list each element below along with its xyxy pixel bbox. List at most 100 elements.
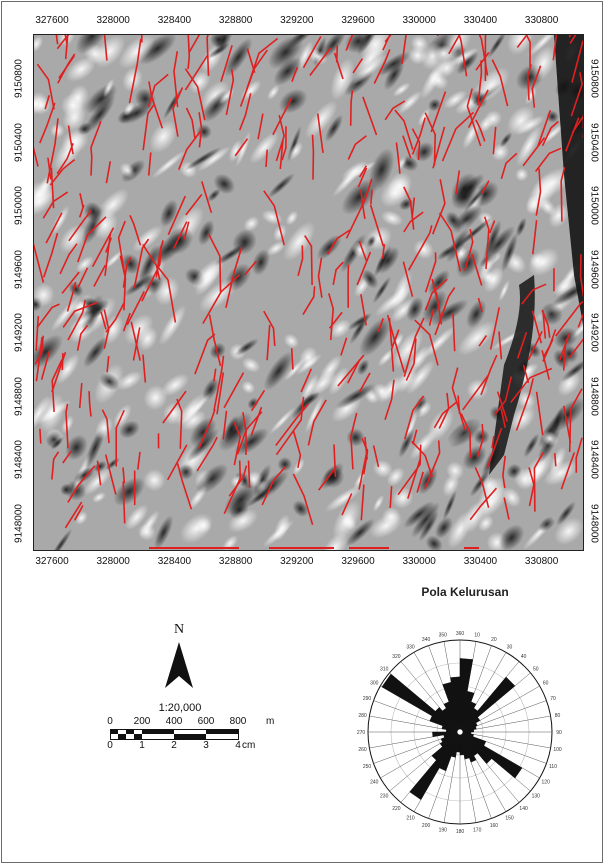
lineament xyxy=(185,193,203,216)
lineament xyxy=(457,395,461,414)
y-tick-left: 9150800 xyxy=(13,59,25,98)
rose-angle-label: 230 xyxy=(380,794,389,800)
lineament xyxy=(535,391,544,436)
relief-blob xyxy=(93,35,126,68)
lineament xyxy=(172,87,184,137)
lineament xyxy=(64,501,83,529)
lineament xyxy=(568,338,583,359)
lineament xyxy=(433,400,458,429)
relief-blob xyxy=(34,91,47,116)
relief-blob xyxy=(34,395,51,432)
y-tick-left: 9148800 xyxy=(13,376,25,416)
rose-angle-label: 350 xyxy=(439,633,448,639)
relief-blob xyxy=(422,290,448,324)
scale-cm-label: 3 xyxy=(203,740,209,751)
lineament xyxy=(407,225,433,271)
lineament xyxy=(239,49,268,107)
lineament xyxy=(389,486,393,508)
relief-blob xyxy=(267,173,295,199)
relief-blob xyxy=(158,304,187,346)
lineament xyxy=(61,271,80,294)
lineament xyxy=(56,35,70,50)
relief-blob xyxy=(49,528,73,550)
relief-blob xyxy=(372,276,391,304)
lineament xyxy=(357,167,368,188)
lineament xyxy=(233,421,242,466)
rose-angle-label: 110 xyxy=(549,764,557,770)
relief-blob xyxy=(553,327,578,349)
lineament xyxy=(275,115,285,162)
lineament xyxy=(51,359,63,412)
lineament xyxy=(377,318,384,332)
rose-angle-label: 240 xyxy=(370,780,379,786)
lineament xyxy=(414,319,439,366)
relief-blob xyxy=(366,235,376,248)
lineament xyxy=(225,246,243,308)
lineament xyxy=(198,112,203,148)
lineament xyxy=(516,332,528,359)
lineament xyxy=(201,181,213,214)
relief-blob xyxy=(273,56,302,86)
lineament xyxy=(220,45,233,82)
lineament xyxy=(64,35,69,60)
y-tick-right: 9149200 xyxy=(588,313,600,352)
lineament xyxy=(250,406,263,436)
relief-blob xyxy=(499,132,513,148)
relief-blob xyxy=(283,221,316,262)
relief-blob xyxy=(428,71,449,90)
lineament xyxy=(115,409,125,467)
rose-angle-label: 320 xyxy=(392,654,401,660)
lineament xyxy=(571,115,583,134)
lineament xyxy=(333,444,337,477)
scale-ratio: 1:20,000 xyxy=(158,702,202,714)
lineament xyxy=(187,35,191,70)
x-tick-bottom: 328800 xyxy=(218,556,253,567)
lineament xyxy=(105,302,125,333)
relief-blob xyxy=(347,313,372,330)
lineament xyxy=(360,484,365,521)
rose-angle-label: 220 xyxy=(392,806,401,812)
y-tick-left: 9149200 xyxy=(13,313,25,352)
relief-blob xyxy=(516,125,542,167)
lineament xyxy=(223,372,245,409)
lineament xyxy=(39,428,42,444)
lineament xyxy=(412,429,418,445)
relief-blob xyxy=(62,103,87,132)
relief-blob xyxy=(277,456,293,472)
scale-m-unit: m xyxy=(266,716,275,727)
lineament xyxy=(502,455,506,489)
rose-angle-label: 90 xyxy=(556,730,562,736)
lineament xyxy=(455,170,461,195)
relief-blob xyxy=(304,100,338,139)
lineament xyxy=(311,134,315,180)
y-tick-left: 9150000 xyxy=(13,186,25,225)
rose-angle-label: 270 xyxy=(357,730,366,736)
relief-blob xyxy=(386,467,405,487)
lineament xyxy=(188,35,201,53)
relief-blob xyxy=(273,514,291,541)
lineament xyxy=(510,367,553,403)
lineament xyxy=(381,243,386,259)
relief-blob xyxy=(125,504,149,530)
relief-blob xyxy=(469,470,490,497)
lineament xyxy=(356,251,372,286)
relief-blob xyxy=(392,82,411,97)
lineament xyxy=(297,245,304,277)
relief-blob xyxy=(192,258,225,291)
relief-blob xyxy=(483,110,502,128)
lineament xyxy=(373,49,391,84)
rose-angle-label: 50 xyxy=(533,666,539,672)
lineament xyxy=(568,388,583,453)
y-tick-right: 9150000 xyxy=(588,186,600,225)
rose-angle-label: 310 xyxy=(380,666,389,672)
relief-blob xyxy=(473,429,490,445)
lineament xyxy=(535,168,542,216)
lineament xyxy=(147,152,152,176)
rose-petal xyxy=(409,731,461,800)
lineament xyxy=(78,204,85,218)
lineament xyxy=(79,193,84,209)
lineament xyxy=(62,450,72,464)
relief-blob xyxy=(525,87,537,105)
lineament xyxy=(571,40,583,83)
lineament xyxy=(384,100,406,121)
